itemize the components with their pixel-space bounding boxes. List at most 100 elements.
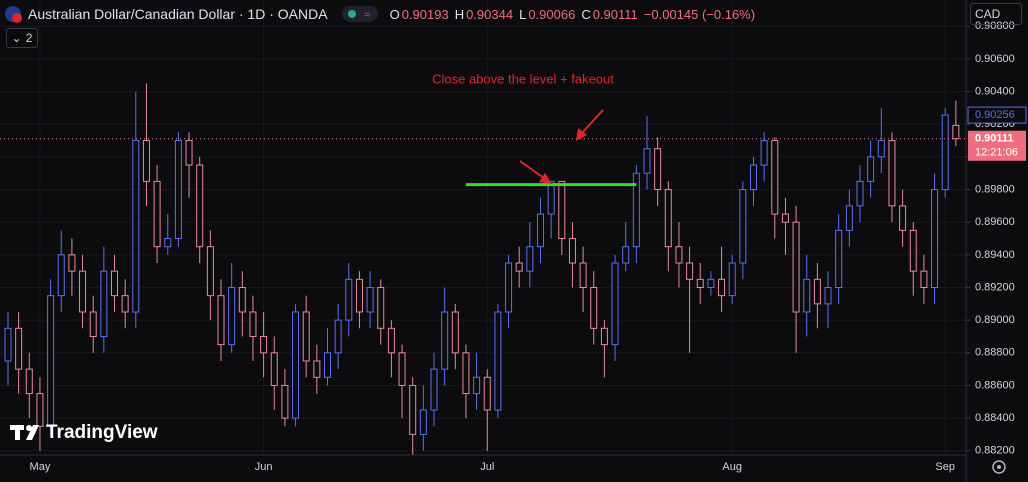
candle-body <box>931 189 939 288</box>
candle-body <box>675 246 683 264</box>
candle-body <box>419 409 427 435</box>
x-tick-label: Jun <box>255 461 273 473</box>
candle-body <box>483 376 491 411</box>
ohlc-letter: L <box>519 6 527 22</box>
x-tick-label: Sep <box>935 461 955 473</box>
candle-body <box>537 213 544 248</box>
y-tick-label: 0.89800 <box>975 183 1015 195</box>
candle-body <box>899 205 907 231</box>
svg-text:≈: ≈ <box>364 9 370 21</box>
candle-body <box>643 148 651 174</box>
candle-body <box>249 311 257 337</box>
ohlc-letter: O <box>389 6 400 22</box>
y-tick-label: 0.90800 <box>975 20 1015 32</box>
candle-body <box>632 172 640 248</box>
candle-body <box>654 148 662 191</box>
candle-body <box>260 335 268 354</box>
candle-body <box>856 180 864 207</box>
candle-body <box>217 295 225 346</box>
candle-body <box>558 180 566 240</box>
candle-body <box>4 327 12 362</box>
candle-body <box>792 221 800 313</box>
candle-body <box>79 270 87 313</box>
last-price-label: 0.90111 <box>975 133 1014 145</box>
candle-body <box>228 286 236 346</box>
candle-body <box>366 286 374 313</box>
candle-body <box>142 140 150 182</box>
candle-body <box>57 254 65 297</box>
candle-body <box>686 262 694 280</box>
candles <box>0 83 966 455</box>
prev-close-label: 0.90256 <box>975 109 1015 121</box>
candle-body <box>185 140 193 166</box>
candle-body <box>579 262 587 288</box>
candle-body <box>835 229 843 288</box>
watermark: TradingView <box>46 422 158 443</box>
candle-body <box>920 270 928 288</box>
candle-body <box>238 286 246 313</box>
candle-body <box>121 295 129 313</box>
change: −0.00145 (−0.16%) <box>643 6 756 22</box>
settings-icon[interactable] <box>992 460 1006 474</box>
candle-body <box>345 278 353 321</box>
annotation: Close above the level + fakeout <box>432 71 614 86</box>
y-tick-label: 0.88600 <box>975 379 1015 391</box>
candle-body <box>409 384 417 435</box>
candle-body <box>760 140 768 166</box>
y-tick-label: 0.89200 <box>975 281 1015 293</box>
candle-body <box>622 246 630 264</box>
symbol-icon <box>5 6 22 23</box>
candle-body <box>89 311 97 337</box>
candle-body <box>174 140 182 240</box>
candle-body <box>771 140 779 215</box>
candle-body <box>462 352 470 395</box>
candle-body <box>441 311 449 370</box>
candle-body <box>302 311 310 362</box>
candle-body <box>292 311 300 419</box>
candle-body <box>15 327 23 370</box>
candle-body <box>355 278 363 313</box>
y-tick-label: 0.88400 <box>975 412 1015 424</box>
y-tick-label: 0.90200 <box>975 118 1015 130</box>
candle-body <box>281 384 289 419</box>
candle-body <box>568 238 576 264</box>
candle-body <box>696 278 704 288</box>
candle-body <box>952 124 960 140</box>
status-icons[interactable]: ≈ <box>341 5 378 23</box>
candle-body <box>324 352 331 378</box>
candle-body <box>611 262 619 346</box>
ohlc-value: 0.90344 <box>466 6 514 22</box>
indicators-toggle[interactable]: ⌄ 2 <box>6 28 38 48</box>
candle-body <box>600 327 608 346</box>
candle-body <box>505 262 513 313</box>
candle-body <box>451 311 459 354</box>
candle-body <box>664 189 672 248</box>
candle-body <box>430 368 438 411</box>
candle-body <box>803 278 811 313</box>
candle-body <box>387 327 395 354</box>
candle-body <box>877 140 885 158</box>
candle-body <box>196 164 204 248</box>
y-tick-label: 0.89600 <box>975 216 1015 228</box>
last-price-label-box <box>968 130 1026 161</box>
grid <box>0 0 966 455</box>
candle-body <box>590 286 598 329</box>
candle-body <box>781 213 789 223</box>
x-tick-label: May <box>30 461 51 473</box>
candle-body <box>750 164 757 191</box>
candle-body <box>36 393 44 427</box>
ohlc-value: 0.90193 <box>401 6 449 22</box>
candle-body <box>132 140 140 313</box>
candle-body <box>398 352 406 386</box>
watermark-logo <box>10 425 39 440</box>
prev-close-label-box <box>967 106 1027 124</box>
candle-body <box>526 246 534 272</box>
y-tick-label: 0.90400 <box>975 85 1015 97</box>
candle-body <box>100 270 108 337</box>
candle-body <box>888 140 896 207</box>
currency-button[interactable]: CAD <box>970 3 1022 25</box>
candle-body <box>334 319 342 354</box>
y-tick-label: 0.89400 <box>975 249 1015 261</box>
